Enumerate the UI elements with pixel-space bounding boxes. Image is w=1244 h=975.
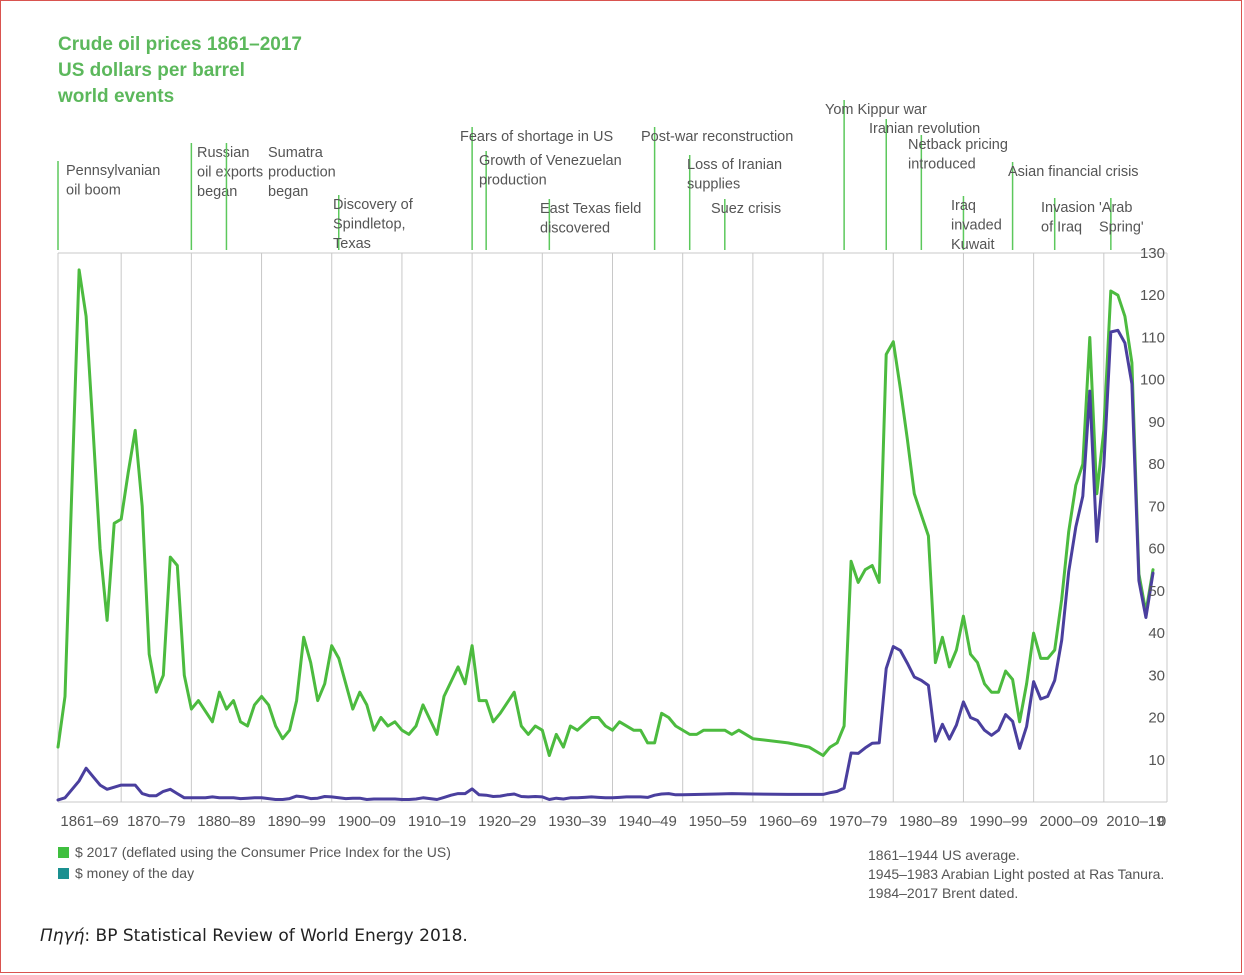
event-label: Yom Kippur war bbox=[825, 102, 927, 118]
x-tick-label: 1910–19 bbox=[408, 813, 466, 830]
event-label: Pennsylvanian bbox=[66, 163, 160, 179]
x-tick-label: 1980–89 bbox=[899, 813, 957, 830]
y-tick-label: 100 bbox=[1140, 372, 1165, 389]
legend-swatch-nominal bbox=[58, 868, 69, 879]
event-label: Spring' bbox=[1099, 220, 1144, 236]
legend-swatch-deflated bbox=[58, 847, 69, 858]
y-zero-label: 0 bbox=[1158, 813, 1166, 830]
series-line-deflated bbox=[56, 268, 1155, 757]
event-label: Suez crisis bbox=[711, 201, 781, 217]
y-tick-label: 40 bbox=[1148, 625, 1165, 642]
event-label: began bbox=[197, 184, 237, 200]
event-label: Russian bbox=[197, 145, 249, 161]
event-label: 'Arab bbox=[1099, 200, 1132, 216]
event-label: Growth of Venezuelan bbox=[479, 153, 622, 169]
event-label: Netback pricing bbox=[908, 137, 1008, 153]
y-tick-label: 120 bbox=[1140, 287, 1165, 304]
legend-label-nominal: $ money of the day bbox=[75, 865, 195, 881]
y-tick-label: 70 bbox=[1148, 498, 1165, 515]
event-label: supplies bbox=[687, 177, 740, 193]
event-label: Texas bbox=[333, 236, 371, 252]
y-tick-label: 50 bbox=[1148, 583, 1165, 600]
event-label: introduced bbox=[908, 157, 976, 173]
y-axis: 10 20 30 40 50 60 70 80 90 100 110 120 130 bbox=[1140, 245, 1165, 769]
y-tick-label: 90 bbox=[1148, 414, 1165, 431]
chart-grid bbox=[57, 252, 1168, 803]
event-label: production bbox=[479, 173, 547, 189]
source-citation: Πηγή: BP Statistical Review of World Ene… bbox=[40, 926, 468, 946]
y-tick-label: 110 bbox=[1141, 329, 1165, 346]
chart-subtitle-events: world events bbox=[58, 86, 175, 107]
event-label: began bbox=[268, 184, 308, 200]
legend-item-nominal: $ money of the day bbox=[58, 865, 194, 881]
x-tick-label: 1890–99 bbox=[267, 813, 325, 830]
x-tick-label: 1950–59 bbox=[689, 813, 747, 830]
chart-title: Crude oil prices 1861–2017 bbox=[58, 34, 302, 55]
event-label: Sumatra bbox=[268, 145, 324, 161]
x-tick-label: 1970–79 bbox=[829, 813, 887, 830]
event-label: Invasion bbox=[1041, 200, 1095, 216]
y-tick-label: 10 bbox=[1148, 752, 1165, 769]
x-tick-label: 1880–89 bbox=[197, 813, 255, 830]
series-line-nominal bbox=[56, 328, 1155, 802]
legend-item-deflated: $ 2017 (deflated using the Consumer Pric… bbox=[58, 844, 451, 860]
event-label: oil boom bbox=[66, 183, 121, 199]
x-tick-label: 1930–39 bbox=[548, 813, 606, 830]
x-tick-label: 1861–69 bbox=[60, 813, 118, 830]
y-tick-label: 80 bbox=[1148, 456, 1165, 473]
event-label: Fears of shortage in US bbox=[460, 129, 613, 145]
note-line-3: 1984–2017 Brent dated. bbox=[868, 885, 1019, 901]
x-tick-label: 1920–29 bbox=[478, 813, 536, 830]
y-tick-label: 130 bbox=[1140, 245, 1165, 262]
event-label: Iranian revolution bbox=[869, 121, 980, 137]
note-line-1: 1861–1944 US average. bbox=[868, 847, 1020, 863]
event-label: oil exports bbox=[197, 165, 263, 181]
event-label: Discovery of bbox=[333, 197, 414, 213]
x-tick-label: 1990–99 bbox=[969, 813, 1027, 830]
x-axis: 1861–69 1870–79 1880–89 1890–99 1900–09 1910–… bbox=[60, 813, 1166, 830]
event-label: invaded bbox=[951, 218, 1002, 234]
event-label: Iraq bbox=[951, 198, 976, 214]
source-text: : BP Statistical Review of World Energy … bbox=[84, 926, 468, 946]
event-label: Post-war reconstruction bbox=[641, 129, 793, 145]
x-tick-label: 1900–09 bbox=[338, 813, 396, 830]
event-label: East Texas field bbox=[540, 201, 641, 217]
event-label: discovered bbox=[540, 221, 610, 237]
series-lines bbox=[56, 268, 1155, 802]
y-tick-label: 20 bbox=[1148, 710, 1165, 727]
event-label: Loss of Iranian bbox=[687, 157, 782, 173]
event-label: Asian financial crisis bbox=[1008, 164, 1139, 180]
event-label: production bbox=[268, 165, 336, 181]
x-tick-label: 2010–19 bbox=[1106, 813, 1164, 830]
x-tick-label: 1940–49 bbox=[618, 813, 676, 830]
chart-subtitle: US dollars per barrel bbox=[58, 60, 245, 81]
x-tick-label: 1870–79 bbox=[127, 813, 185, 830]
event-annotations: Pennsylvanian oil boom Russian oil exports b… bbox=[57, 100, 1144, 253]
event-label: of Iraq bbox=[1041, 220, 1082, 236]
y-tick-label: 60 bbox=[1148, 541, 1165, 558]
legend-label-deflated: $ 2017 (deflated using the Consumer Pric… bbox=[75, 844, 451, 860]
event-label: Spindletop, bbox=[333, 217, 406, 233]
note-line-2: 1945–1983 Arabian Light posted at Ras Ta… bbox=[868, 866, 1165, 882]
x-tick-label: 2000–09 bbox=[1040, 813, 1098, 830]
y-tick-label: 30 bbox=[1148, 667, 1165, 684]
event-label: Kuwait bbox=[951, 237, 995, 253]
source-label: Πηγή bbox=[40, 926, 85, 946]
x-tick-label: 1960–69 bbox=[759, 813, 817, 830]
